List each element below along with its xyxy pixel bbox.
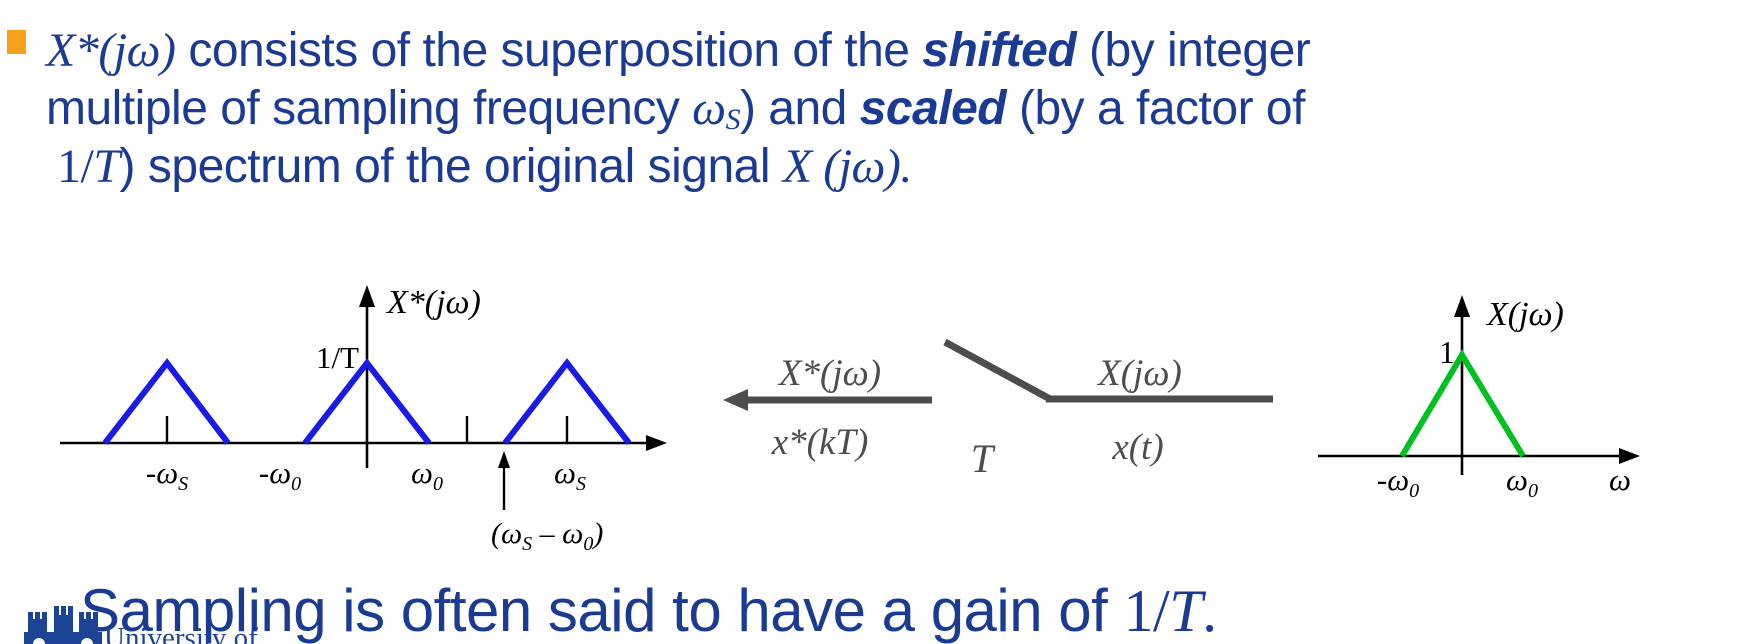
sampler-period-label: T — [971, 436, 996, 480]
paragraph-line-2: multiple of sampling frequency ωS) and s… — [46, 80, 1746, 138]
left-plot-y-label: X*(jω) — [385, 284, 481, 321]
x-axis-arrow-icon — [646, 435, 667, 451]
bullet-marker — [7, 30, 26, 54]
y-axis-arrow-icon — [359, 285, 375, 307]
math-omega: ω — [692, 82, 726, 135]
original-spectrum-figure: X(jω) 1 -ω0 ω0 ω — [1318, 295, 1640, 502]
math-jomega: (jω). — [811, 140, 912, 193]
label-neg-ws: -ωS — [146, 455, 188, 495]
label-neg-ws-base: -ω — [146, 455, 178, 490]
paragraph-line-1: X*(jω) consists of the superposition of … — [46, 22, 1746, 80]
annotation-p1: (ω — [491, 517, 522, 550]
original-spectrum-triangle — [1399, 349, 1526, 458]
text-seg: Sampling is often said to have a gain of — [80, 577, 1124, 644]
annotation-s2: 0 — [583, 533, 593, 555]
annotation-p3: ) — [591, 517, 603, 550]
y-axis-arrow-icon — [1454, 295, 1470, 317]
label-neg-w0-sub: 0 — [291, 473, 301, 495]
annotation-p2: – ω — [532, 517, 583, 550]
text-seg: (by a factor of — [1006, 82, 1305, 135]
label-omega: ω — [1609, 462, 1631, 497]
logo-arch-left — [33, 638, 45, 644]
annotation-ws-minus-w0: (ωS – ω0) — [491, 517, 603, 555]
annotation-s1: S — [522, 533, 532, 555]
bullet-paragraph: X*(jω) consists of the superposition of … — [46, 22, 1746, 196]
label-ws-sub: S — [576, 473, 586, 495]
math-omega-sub: S — [725, 103, 741, 137]
sampler-output-freq-label: X*(jω) — [777, 353, 881, 394]
sampler-input-freq-label: X(jω) — [1096, 353, 1182, 394]
math-one-over: 1/ — [57, 140, 94, 193]
math-T: T — [93, 140, 120, 193]
text-seg: ) spectrum of the original signal — [119, 140, 783, 193]
sampled-spectrum-figure: X*(jω) 1/T -ωS -ω0 ω0 ωS (ωS – ω0) — [60, 284, 667, 555]
output-arrow-head-icon — [723, 389, 748, 411]
annotation-arrow-head-icon — [498, 451, 510, 468]
label-ws-base: ω — [554, 455, 576, 490]
label-neg-w0-sub: 0 — [1409, 480, 1419, 502]
label-w0-sub: 0 — [433, 473, 443, 495]
math-one-over: 1/ — [1123, 578, 1170, 644]
label-neg-w0: -ω0 — [1377, 462, 1419, 502]
emph-scaled: scaled — [859, 82, 1007, 135]
period: . — [1202, 578, 1217, 644]
label-neg-w0-base: -ω — [1377, 462, 1409, 497]
sampler-diagram: X*(jω) x*(kT) T X(jω) x(t) — [723, 338, 1273, 480]
x-axis-arrow-icon — [1619, 448, 1640, 464]
text-seg: multiple of sampling frequency — [46, 82, 693, 135]
label-neg-ws-sub: S — [178, 473, 188, 495]
label-ws: ωS — [554, 455, 586, 495]
right-plot-peak-label: 1 — [1439, 334, 1455, 370]
math-xstar: X*(jω) — [46, 24, 176, 77]
paragraph-line-3: 1/T) spectrum of the original signal X (… — [46, 138, 1746, 196]
math-T: T — [1169, 578, 1203, 644]
text-seg: consists of the superposition of the — [175, 24, 923, 77]
label-w0: ω0 — [1506, 462, 1538, 502]
text-seg: (by integer — [1076, 24, 1311, 77]
sampler-output-time-label: x*(kT) — [771, 422, 869, 463]
sampler-input-time-label: x(t) — [1111, 427, 1163, 468]
right-plot-y-label: X(jω) — [1485, 296, 1564, 333]
footer-sentence: Sampling is often said to have a gain of… — [80, 576, 1217, 644]
label-neg-w0-base: -ω — [259, 455, 291, 490]
label-neg-w0: -ω0 — [259, 455, 301, 495]
label-w0-base: ω — [411, 455, 433, 490]
label-w0-sub: 0 — [1528, 480, 1538, 502]
switch-arm — [943, 338, 1052, 403]
math-X: X — [782, 140, 812, 193]
castle-logo-icon — [24, 606, 102, 644]
text-seg: ) and — [739, 82, 860, 135]
label-w0-base: ω — [1506, 462, 1528, 497]
university-logo-text: University of — [104, 622, 258, 644]
label-w0: ω0 — [411, 455, 443, 495]
logo-arch-right — [81, 638, 93, 644]
left-plot-peak-label: 1/T — [316, 340, 359, 375]
emph-shifted: shifted — [922, 24, 1077, 77]
spectrum-replica-neg-ws — [102, 358, 231, 445]
spectrum-replica-ws — [502, 358, 632, 445]
spectrum-replica-baseband — [302, 358, 432, 445]
